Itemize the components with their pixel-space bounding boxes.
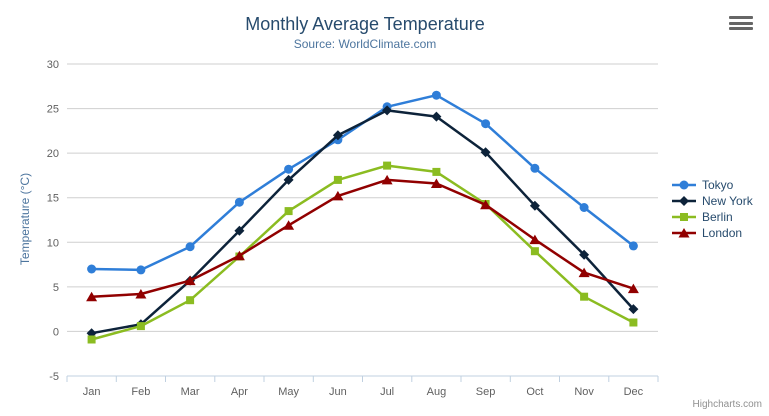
series-tokyo-marker[interactable] xyxy=(579,203,589,212)
legend-item-berlin[interactable]: Berlin xyxy=(671,209,753,225)
y-axis-tick-label: 0 xyxy=(53,326,59,338)
series-new-york-marker[interactable] xyxy=(628,304,639,315)
series-tokyo-marker[interactable] xyxy=(628,241,638,251)
x-axis-tick-label: Jan xyxy=(83,386,101,398)
chart-title: Monthly Average Temperature xyxy=(245,14,485,34)
series-new-york-marker[interactable] xyxy=(283,174,294,185)
legend-london-symbol[interactable] xyxy=(678,228,690,238)
chart-subtitle: Source: WorldClimate.com xyxy=(293,37,437,51)
y-axis-tick-label: 15 xyxy=(47,193,59,205)
series-london-line[interactable] xyxy=(90,178,635,298)
series-london-marker[interactable] xyxy=(184,275,196,286)
x-axis-tick-label: Sep xyxy=(476,386,496,398)
x-axis-tick-label: Aug xyxy=(427,386,447,398)
legend-item-new-york[interactable]: New York xyxy=(671,193,753,209)
series-new-york-marker[interactable] xyxy=(579,249,590,260)
y-axis-tick-label: 30 xyxy=(47,59,59,71)
y-axis-tick-label: 10 xyxy=(47,237,59,249)
export-menu-button[interactable] xyxy=(729,16,753,32)
x-axis-tick-label: Apr xyxy=(231,386,248,398)
legend-marker-circle-icon xyxy=(672,180,696,190)
series-london-marker[interactable] xyxy=(381,174,393,185)
x-axis-tick-label: Jul xyxy=(380,386,394,398)
series-london-marker[interactable] xyxy=(233,250,245,261)
series-new-york-marker[interactable] xyxy=(234,225,245,236)
series-tokyo-marker[interactable] xyxy=(136,265,146,275)
series-berlin-marker[interactable] xyxy=(383,161,392,170)
legend-item-label: Tokyo xyxy=(702,178,734,192)
series-tokyo-marker[interactable] xyxy=(185,242,195,252)
series-new-york-marker[interactable] xyxy=(529,200,540,211)
series-london-marker[interactable] xyxy=(332,190,344,201)
x-axis-tick-label: May xyxy=(278,386,299,398)
legend-tokyo-symbol[interactable] xyxy=(679,180,689,190)
legend-item-tokyo[interactable]: Tokyo xyxy=(671,177,753,193)
x-axis-tick-label: Feb xyxy=(131,386,150,398)
series-new-york-marker[interactable] xyxy=(431,111,442,122)
legend-marker-square-icon xyxy=(672,213,696,221)
series-new-york-line[interactable] xyxy=(90,109,635,335)
legend-item-label: New York xyxy=(702,194,753,208)
series-london-marker[interactable] xyxy=(86,291,98,302)
series-berlin-marker[interactable] xyxy=(333,175,342,184)
legend-marker-diamond-icon xyxy=(672,196,696,206)
legend-berlin-symbol[interactable] xyxy=(680,213,688,221)
legend-marker-triangle-icon xyxy=(672,228,696,238)
series-new-york-marker[interactable] xyxy=(480,147,491,158)
series-berlin-line[interactable] xyxy=(90,164,635,341)
y-axis-tick-label: 5 xyxy=(53,282,59,294)
series-london-marker[interactable] xyxy=(480,199,492,210)
series-berlin-marker[interactable] xyxy=(284,207,293,216)
series-berlin-marker[interactable] xyxy=(87,335,96,344)
series-new-york-marker[interactable] xyxy=(332,130,343,141)
series-tokyo-marker[interactable] xyxy=(431,90,441,100)
series-berlin-marker[interactable] xyxy=(580,292,589,301)
series-tokyo-marker[interactable] xyxy=(530,163,540,173)
series-tokyo-line[interactable] xyxy=(90,93,635,272)
legend-item-london[interactable]: London xyxy=(671,225,753,241)
y-axis-tick-label: 20 xyxy=(47,148,59,160)
legend-new-york-symbol[interactable] xyxy=(679,196,689,206)
series-london-marker[interactable] xyxy=(430,178,442,189)
series-london-marker[interactable] xyxy=(578,267,590,278)
legend-item-label: London xyxy=(702,226,743,240)
series-berlin-marker[interactable] xyxy=(186,296,195,305)
x-axis-tick-label: Mar xyxy=(181,386,200,398)
series-london-marker[interactable] xyxy=(529,234,541,245)
series-berlin-marker[interactable] xyxy=(432,167,441,176)
y-axis-tick-label: 25 xyxy=(47,104,59,116)
series-new-york-marker[interactable] xyxy=(382,105,393,116)
x-axis-tick-label: Dec xyxy=(624,386,644,398)
series-berlin-marker[interactable] xyxy=(530,247,539,256)
x-axis-tick-label: Nov xyxy=(574,386,594,398)
series-berlin-marker[interactable] xyxy=(136,322,145,331)
series-berlin-marker[interactable] xyxy=(629,318,638,327)
series-tokyo-marker[interactable] xyxy=(284,164,294,174)
x-axis-tick-label: Jun xyxy=(329,386,347,398)
series-london-marker[interactable] xyxy=(627,283,639,294)
hamburger-icon xyxy=(729,16,753,30)
series-tokyo-marker[interactable] xyxy=(87,264,97,274)
legend: Tokyo New York Berlin London xyxy=(671,177,753,241)
legend-item-label: Berlin xyxy=(702,210,733,224)
credits-link[interactable]: Highcharts.com xyxy=(692,399,762,410)
series-london-marker[interactable] xyxy=(283,220,295,230)
series-london-marker[interactable] xyxy=(135,289,147,299)
series-tokyo-marker[interactable] xyxy=(481,119,491,129)
y-axis-tick-label: -5 xyxy=(49,371,59,383)
series-tokyo-marker[interactable] xyxy=(234,197,244,207)
x-axis-tick-label: Oct xyxy=(526,386,543,398)
